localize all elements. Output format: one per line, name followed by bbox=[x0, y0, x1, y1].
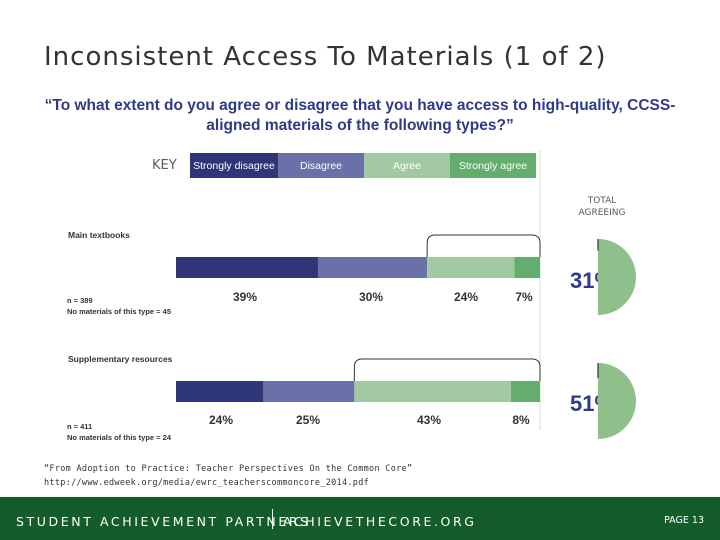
bar-segment-strongly-agree bbox=[510, 381, 540, 402]
data-label-strongly-agree: 7% bbox=[515, 290, 533, 304]
no-materials-count: No materials of this type = 24 bbox=[67, 433, 171, 442]
legend: Strongly disagree Disagree Agree Strongly a… bbox=[190, 153, 536, 178]
data-label-disagree: 25% bbox=[295, 413, 321, 427]
total-agreeing-pie bbox=[598, 363, 636, 439]
legend-item-strongly-disagree: Strongly disagree bbox=[190, 153, 278, 178]
sample-size-note: n = 411 No materials of this type = 24 bbox=[67, 421, 171, 443]
source-url[interactable]: http://www.edweek.org/media/ewrc_teacher… bbox=[44, 478, 370, 488]
slide-title: Inconsistent Access To Materials (1 of 2… bbox=[44, 42, 607, 72]
sample-size-note: n = 389 No materials of this type = 45 bbox=[67, 295, 171, 317]
data-label-agree: 43% bbox=[416, 413, 442, 427]
sample-size: n = 389 bbox=[67, 296, 93, 305]
category-label: Supplementary resources bbox=[68, 354, 173, 364]
no-materials-count: No materials of this type = 45 bbox=[67, 307, 171, 316]
key-label: KEY bbox=[152, 158, 177, 173]
data-label-strongly-disagree: 39% bbox=[232, 290, 258, 304]
legend-item-disagree: Disagree bbox=[278, 153, 364, 178]
agree-bracket bbox=[353, 358, 541, 381]
footer-website[interactable]: ACHIEVETHECORE.ORG bbox=[283, 514, 477, 529]
bar-segment-strongly-disagree bbox=[176, 381, 264, 402]
survey-question: “To what extent do you agree or disagree… bbox=[44, 97, 676, 134]
bar-segment-strongly-disagree bbox=[176, 257, 318, 278]
total-agreeing-pie bbox=[598, 239, 636, 315]
sample-size: n = 411 bbox=[67, 422, 93, 431]
bar-segment-agree bbox=[427, 257, 515, 278]
data-label-strongly-agree: 8% bbox=[512, 413, 530, 427]
page-number: PAGE 13 bbox=[664, 515, 704, 526]
footer-divider bbox=[272, 509, 273, 529]
bar-segment-disagree bbox=[263, 381, 355, 402]
data-label-agree: 24% bbox=[453, 290, 479, 304]
total-agreeing-label: TOTAL AGREEING bbox=[578, 196, 626, 218]
footer-bar: STUDENT ACHIEVEMENT PARTNERS ACHIEVETHEC… bbox=[0, 497, 720, 540]
source-citation: “From Adoption to Practice: Teacher Pers… bbox=[44, 462, 412, 490]
agree-bracket bbox=[426, 234, 541, 257]
footer-org-name: STUDENT ACHIEVEMENT PARTNERS bbox=[16, 514, 311, 529]
data-label-strongly-disagree: 24% bbox=[208, 413, 234, 427]
legend-item-strongly-agree: Strongly agree bbox=[450, 153, 536, 178]
bar-segment-agree bbox=[354, 381, 511, 402]
source-title: “From Adoption to Practice: Teacher Pers… bbox=[44, 464, 413, 474]
bar-segment-strongly-agree bbox=[514, 257, 540, 278]
data-label-disagree: 30% bbox=[358, 290, 384, 304]
legend-item-agree: Agree bbox=[364, 153, 450, 178]
category-label: Main textbooks bbox=[68, 230, 130, 240]
bar-segment-disagree bbox=[317, 257, 428, 278]
